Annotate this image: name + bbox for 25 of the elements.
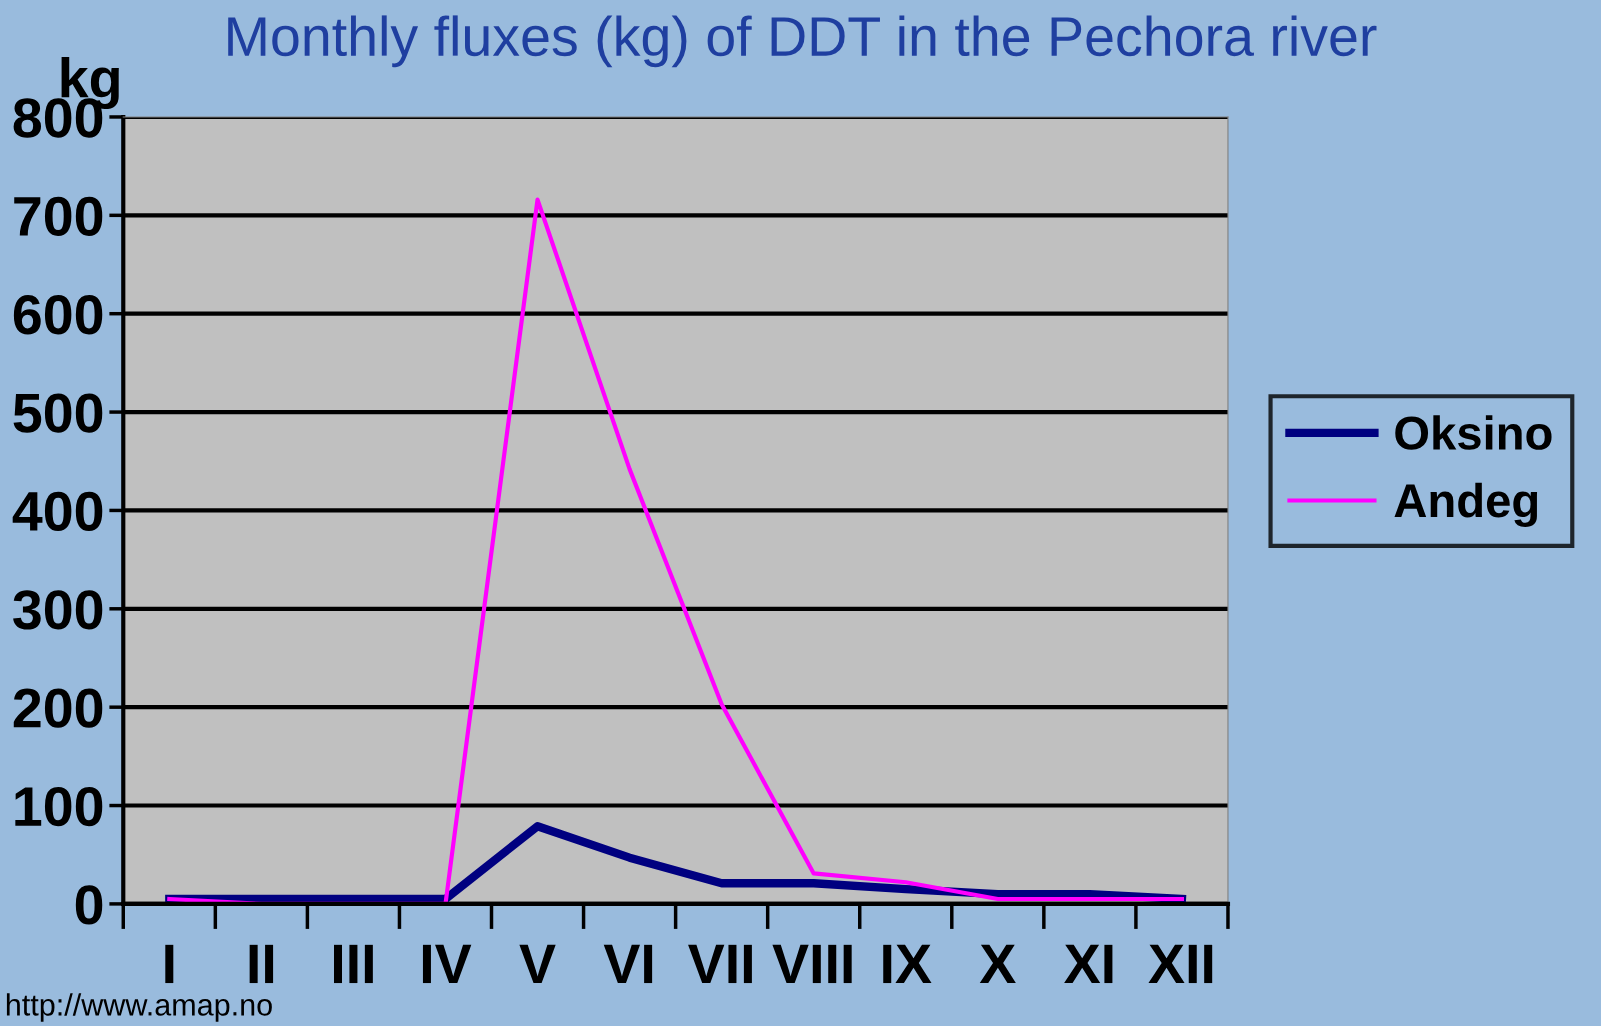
y-tick-label: 600: [13, 295, 103, 335]
x-tick-label: XII: [1148, 944, 1213, 984]
x-tick-label: IV: [422, 944, 472, 984]
y-tick-label: 100: [15, 786, 103, 827]
text: http://www.amap.no: [6, 993, 272, 1022]
y-tick-label: 500: [13, 393, 103, 433]
x-tick-label: IX: [883, 944, 932, 984]
x-tick-label: XI: [1064, 944, 1113, 984]
y-tick-label: 700: [14, 196, 103, 237]
x-tick-label: III: [333, 944, 373, 984]
chart-title: Monthly fluxes (kg) of DDT in the Pechora river: [228, 15, 1377, 68]
y-tick-label: 0: [75, 885, 103, 925]
y-tick-label: 400: [12, 491, 103, 532]
x-tick-label: VI: [603, 944, 653, 984]
x-tick-label: X: [979, 944, 1016, 984]
y-tick-label: 200: [13, 688, 103, 728]
legend-label: Andeg: [1394, 482, 1538, 528]
x-tick-label: V: [519, 944, 556, 984]
line-series: [167, 197, 1185, 904]
x-tick-label: II: [249, 944, 274, 984]
y-tick-label: 300: [13, 590, 103, 630]
x-tick-label: VIII: [772, 944, 852, 984]
x-tick-label: VII: [688, 944, 752, 984]
x-tick-label: I: [165, 944, 174, 984]
legend-label: Oksino: [1395, 415, 1552, 450]
